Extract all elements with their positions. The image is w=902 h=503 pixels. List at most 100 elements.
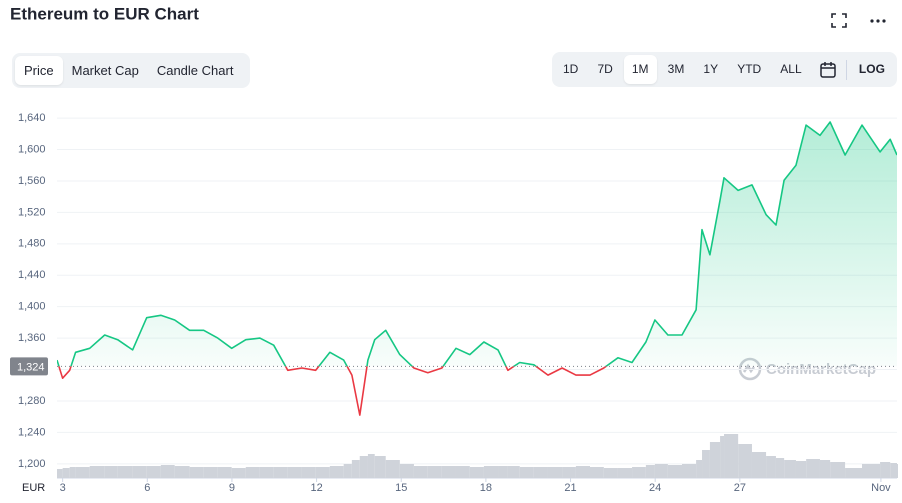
volume-bar — [359, 456, 368, 478]
volume-bar — [709, 442, 721, 478]
volume-bar — [751, 452, 767, 478]
range-button[interactable]: 1Y — [703, 62, 719, 76]
volume-bar — [104, 466, 118, 478]
y-tick-label: 1,240 — [18, 426, 46, 438]
volume-bar — [645, 465, 655, 478]
volume-bar — [533, 467, 548, 478]
range-button[interactable]: 1M — [623, 55, 657, 84]
fullscreen-icon[interactable] — [831, 13, 847, 28]
volume-bar — [724, 434, 739, 478]
range-button[interactable]: 7D — [597, 62, 613, 76]
volume-bar — [806, 459, 820, 478]
volume-bar — [315, 467, 330, 478]
x-tick-label: 24 — [649, 482, 661, 494]
volume-bar — [231, 468, 246, 478]
separator — [845, 59, 847, 80]
volume-bar — [547, 467, 563, 478]
volume-bar — [469, 467, 484, 478]
volume-bar — [617, 468, 633, 478]
range-button[interactable]: 3M — [667, 62, 685, 76]
baseline-label-box — [10, 357, 48, 376]
volume-bar — [775, 458, 785, 478]
volume-bar — [795, 461, 807, 478]
y-tick-label: 1,600 — [18, 143, 46, 155]
volume-bar — [69, 467, 76, 478]
volume-bar — [385, 460, 400, 478]
volume-bar — [483, 466, 499, 478]
volume-bar — [890, 463, 897, 478]
volume-bar — [174, 466, 190, 478]
volume-bar — [343, 464, 352, 478]
volume-bar — [259, 467, 274, 478]
volume-bar — [203, 467, 218, 478]
currency-label: EUR — [22, 482, 45, 494]
volume-bar — [367, 454, 375, 478]
volume-bar — [897, 464, 898, 478]
range-button[interactable]: 1D — [563, 62, 579, 76]
volume-bar — [738, 444, 752, 478]
y-tick-label: 1,440 — [18, 269, 46, 281]
range-bar: 1D 7D 1M 3M 1Y YTD ALL LOG — [552, 52, 897, 87]
volume-bar — [819, 460, 831, 478]
volume-bar — [654, 464, 668, 478]
x-tick-label: 15 — [395, 482, 407, 494]
volume-bar — [374, 456, 386, 478]
volume-bar — [441, 466, 456, 478]
y-tick-label: 1,560 — [18, 175, 46, 187]
volume-bar — [498, 466, 508, 478]
volume-bar — [413, 466, 428, 478]
x-tick-label: 27 — [734, 482, 746, 494]
y-tick-label: 1,640 — [18, 112, 46, 124]
volume-bar — [562, 467, 576, 478]
price-area — [57, 122, 897, 367]
y-tick-label: 1,280 — [18, 395, 46, 407]
price-line-up — [57, 121, 897, 367]
volume-bar — [720, 436, 725, 478]
volume-bar — [89, 466, 105, 478]
volume-bar — [519, 467, 534, 478]
y-tick-label: 1,520 — [18, 206, 46, 218]
x-tick-label: 3 — [60, 482, 66, 494]
volume-bar — [830, 462, 846, 478]
tab[interactable]: Market Cap — [71, 63, 139, 78]
volume-bar — [351, 460, 360, 478]
volume-bar — [245, 467, 260, 478]
y-tick-label: 1,400 — [18, 301, 46, 313]
x-tick-label: 12 — [310, 482, 322, 494]
volume-bar — [117, 466, 133, 478]
volume-bar — [766, 456, 776, 478]
volume-bar — [160, 465, 175, 478]
x-tick-label: Nov — [871, 482, 891, 494]
volume-bar — [57, 469, 63, 478]
volume-bar — [845, 468, 863, 478]
y-tick-label: 1,200 — [18, 458, 46, 470]
y-tick-label: 1,480 — [18, 238, 46, 250]
volume-bar — [75, 467, 90, 478]
tab[interactable]: Price — [15, 56, 63, 85]
range-button[interactable]: ALL — [780, 62, 802, 76]
volume-bar — [667, 465, 682, 478]
volume-bar — [632, 467, 646, 478]
tab[interactable]: Candle Chart — [156, 63, 234, 78]
volume-bar — [784, 460, 796, 478]
volume-bar — [301, 467, 316, 478]
volume-bar — [217, 467, 232, 478]
volume-bar — [399, 464, 414, 478]
volume-bar — [681, 464, 697, 478]
volume-bar — [862, 464, 881, 478]
volume-bar — [880, 462, 891, 478]
volume-bar — [287, 467, 302, 478]
range-button[interactable]: YTD — [737, 62, 762, 76]
volume-bar — [427, 466, 442, 478]
volume-bar — [696, 460, 703, 478]
log-button[interactable]: LOG — [858, 62, 885, 76]
volume-bar — [329, 466, 344, 478]
volume-bar — [146, 466, 161, 478]
volume-bar — [273, 467, 288, 478]
volume-bar — [132, 466, 147, 478]
volume-bar — [590, 467, 604, 478]
calendar-button[interactable] — [817, 59, 839, 81]
more-icon[interactable] — [870, 19, 886, 23]
x-tick-label: 18 — [480, 482, 492, 494]
